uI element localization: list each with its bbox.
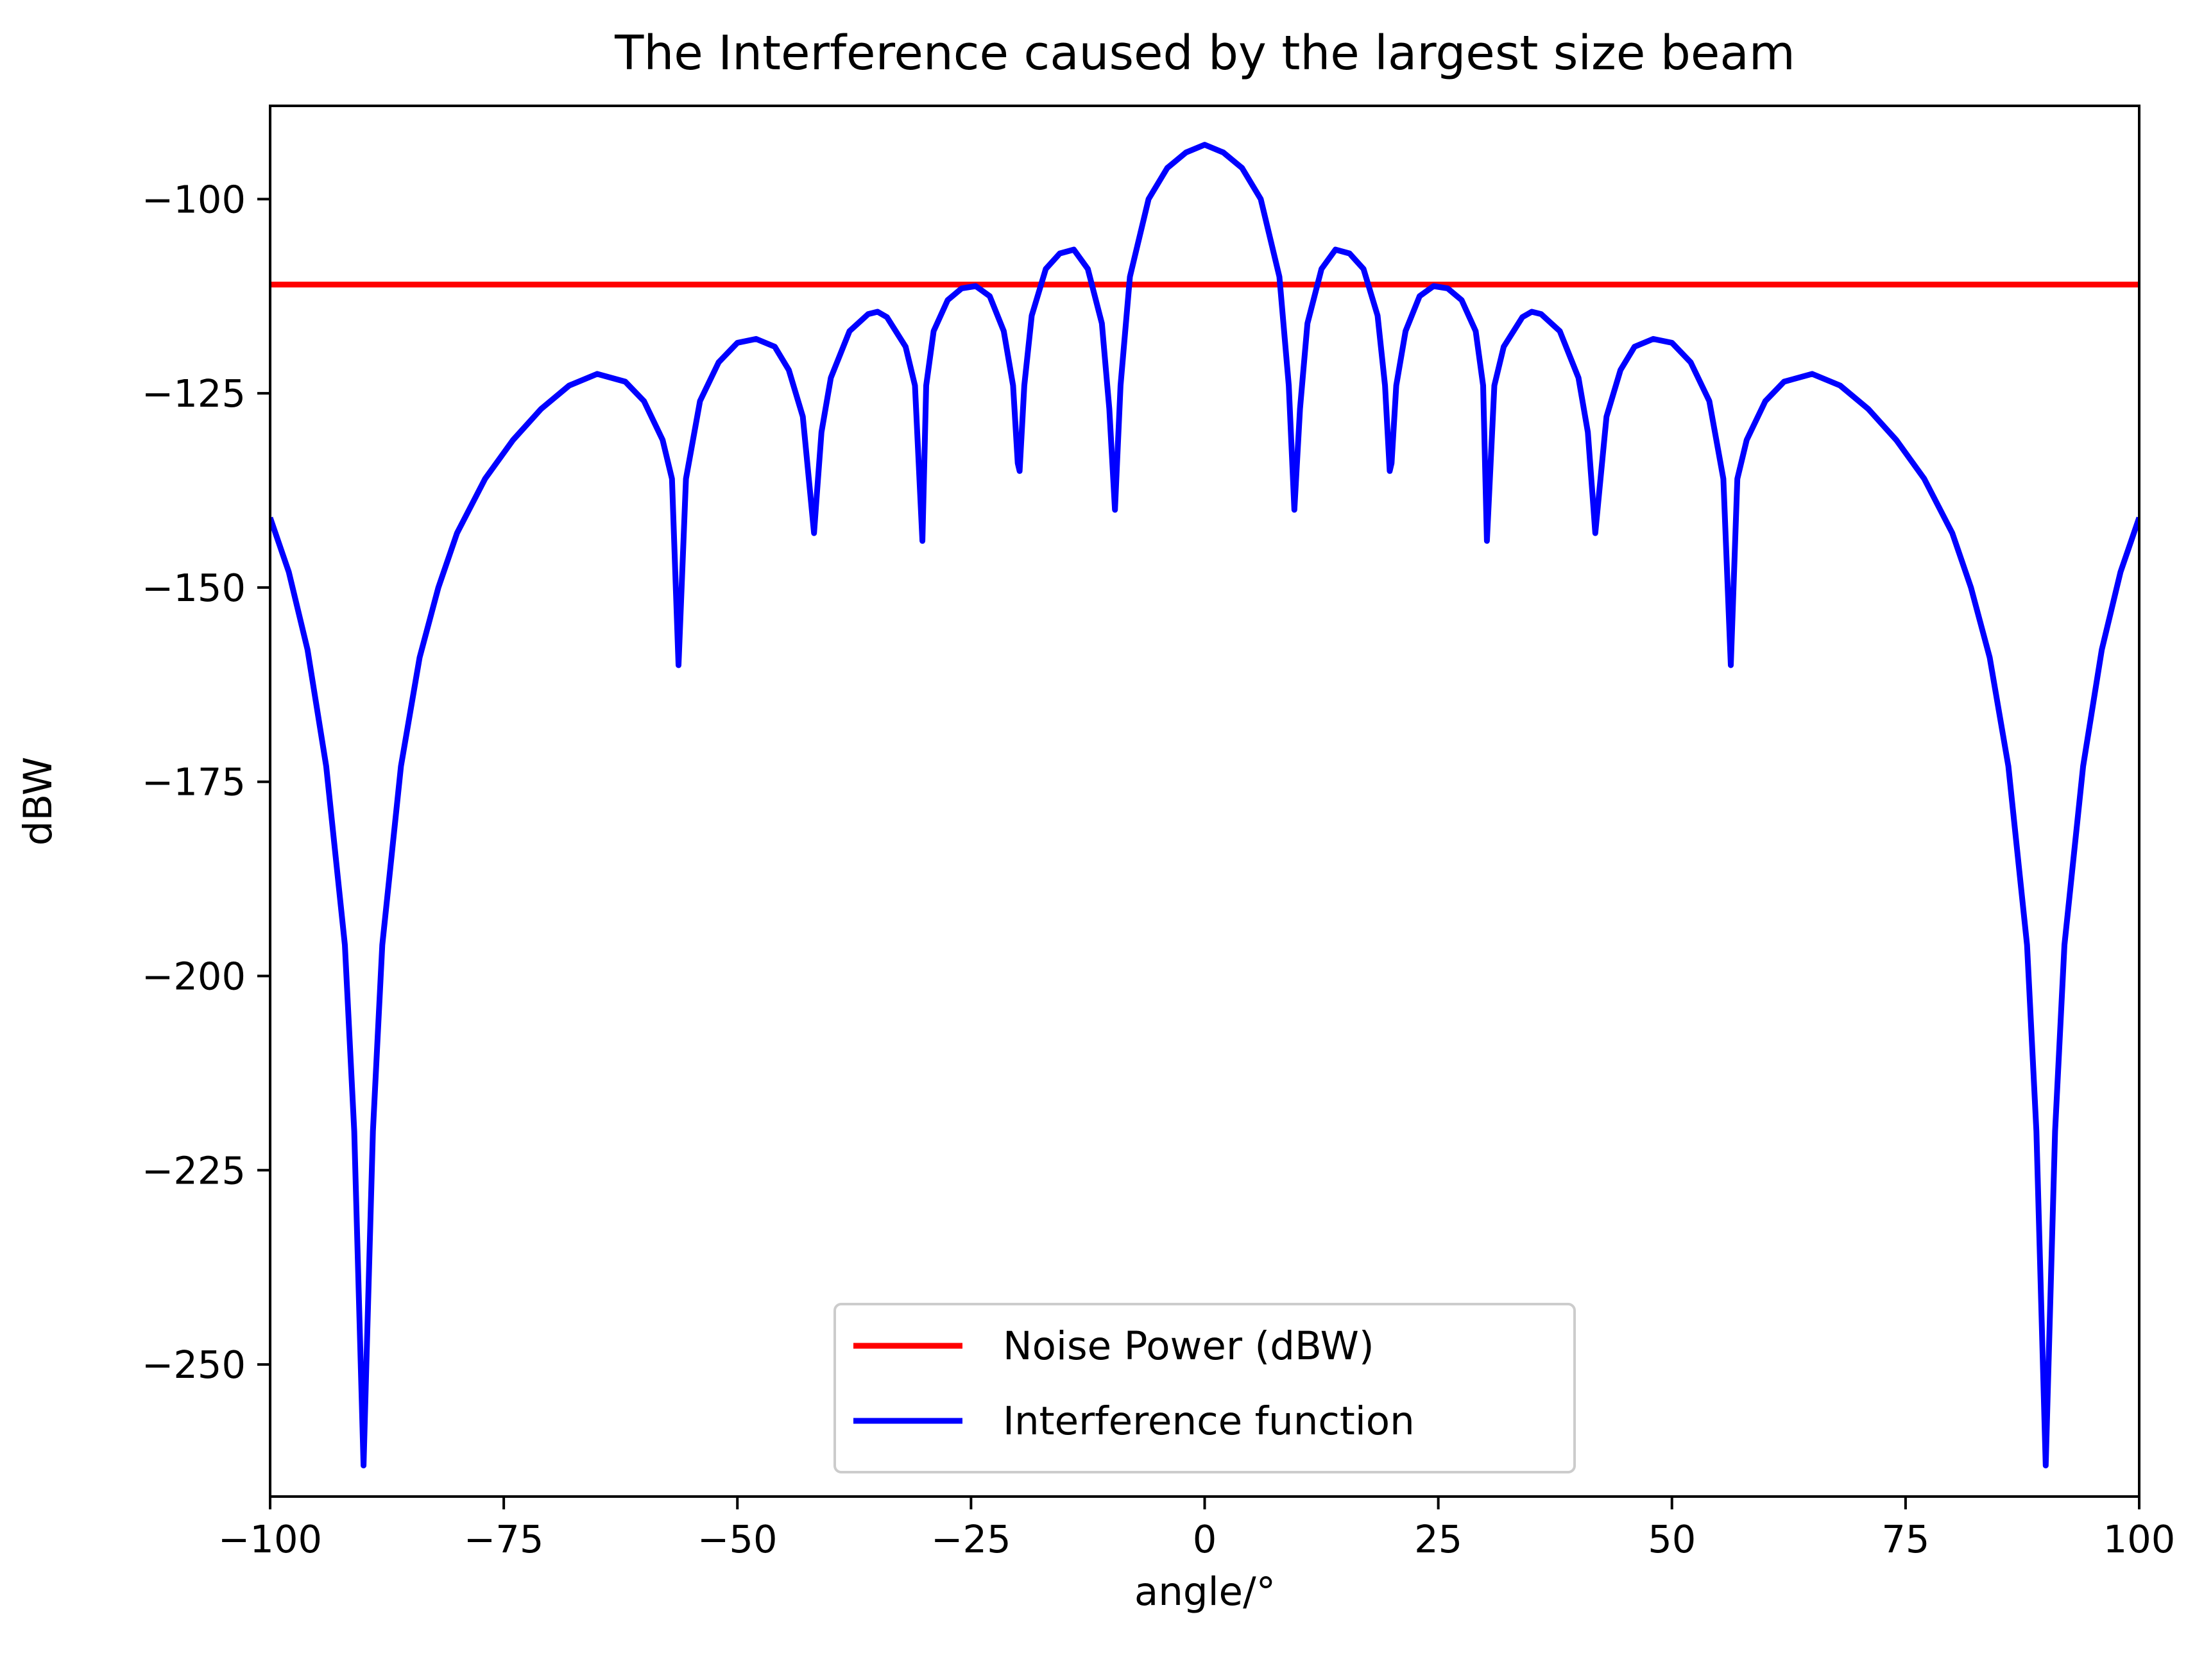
y-tick-label: −100 bbox=[142, 177, 246, 221]
series-line-interference-function bbox=[270, 142, 2139, 1469]
x-tick-label: −25 bbox=[931, 1517, 1011, 1561]
x-tick-label: 75 bbox=[1881, 1517, 1929, 1561]
y-axis: −100 −125 −150 −175 −200 −225 −250 bbox=[142, 177, 270, 1387]
x-tick-label: −50 bbox=[697, 1517, 778, 1561]
legend-label-interference-function: Interference function bbox=[1003, 1398, 1415, 1444]
x-axis-label: angle/° bbox=[1134, 1569, 1276, 1615]
x-tick-label: −100 bbox=[218, 1517, 322, 1561]
y-tick-label: −250 bbox=[142, 1343, 246, 1387]
y-tick-label: −225 bbox=[142, 1148, 246, 1192]
legend: Noise Power (dBW) Interference function bbox=[833, 1303, 1576, 1473]
x-tick-label: 50 bbox=[1648, 1517, 1696, 1561]
y-axis-label: dBW bbox=[15, 757, 61, 846]
y-tick-label: −125 bbox=[142, 371, 246, 416]
x-tick-label: −75 bbox=[464, 1517, 544, 1561]
legend-label-noise-power: Noise Power (dBW) bbox=[1003, 1323, 1374, 1369]
x-tick-label: 100 bbox=[2103, 1517, 2176, 1561]
x-tick-label: 0 bbox=[1193, 1517, 1217, 1561]
y-tick-label: −175 bbox=[142, 760, 246, 804]
chart-title: The Interference caused by the largest s… bbox=[614, 26, 1795, 81]
legend-box bbox=[833, 1303, 1576, 1473]
x-tick-label: 25 bbox=[1414, 1517, 1462, 1561]
y-tick-label: −200 bbox=[142, 955, 246, 999]
series-layer bbox=[270, 142, 2139, 1469]
y-tick-label: −150 bbox=[142, 566, 246, 610]
x-axis: −100 −75 −50 −25 0 25 50 75 100 bbox=[218, 1497, 2175, 1561]
